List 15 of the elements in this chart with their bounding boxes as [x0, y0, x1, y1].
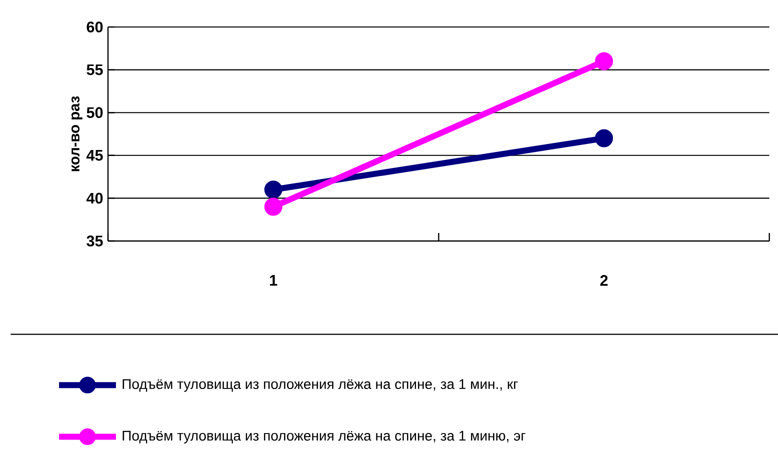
x-tick-label: 1: [270, 275, 278, 286]
legend-label: Подъём туловища из положения лёжа на спине, за 1 миню, эг: [122, 430, 526, 444]
point: [595, 52, 613, 70]
y-tick-label: 60: [86, 22, 103, 32]
point: [264, 180, 282, 199]
y-tick-label: 35: [86, 236, 103, 246]
y-tick-label: 45: [86, 150, 103, 161]
point: [595, 129, 613, 148]
point: [264, 198, 282, 216]
y-axis-title: кол-во раз: [71, 96, 82, 172]
y-tick-label: 50: [86, 107, 103, 118]
x-tick-label: 2: [600, 275, 608, 286]
y-tick-label: 40: [86, 192, 103, 204]
legend-label: Подъём туловища из положения лёжа на спине, за 1 мин., кг: [122, 379, 518, 392]
y-tick-label: 55: [86, 64, 103, 76]
